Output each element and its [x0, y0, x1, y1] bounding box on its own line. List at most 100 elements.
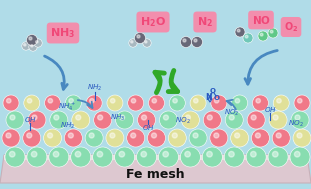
Circle shape	[29, 43, 37, 51]
Circle shape	[246, 147, 266, 167]
Circle shape	[229, 151, 234, 157]
Circle shape	[131, 41, 133, 43]
Circle shape	[202, 147, 222, 167]
Circle shape	[163, 115, 169, 120]
Circle shape	[71, 147, 91, 167]
Circle shape	[5, 147, 25, 167]
Circle shape	[7, 98, 11, 103]
Circle shape	[273, 115, 278, 120]
Text: $\mathbf{H_2O}$: $\mathbf{H_2O}$	[140, 15, 166, 29]
Circle shape	[29, 37, 32, 40]
Circle shape	[6, 111, 24, 129]
Polygon shape	[4, 155, 307, 160]
Circle shape	[194, 39, 197, 42]
Circle shape	[268, 28, 278, 38]
Circle shape	[50, 111, 68, 129]
Circle shape	[270, 30, 273, 33]
Text: $\mathbf{O_2}$: $\mathbf{O_2}$	[284, 20, 298, 34]
Circle shape	[86, 95, 102, 111]
Circle shape	[237, 29, 240, 32]
Text: Fe mesh: Fe mesh	[126, 167, 184, 180]
Circle shape	[169, 95, 185, 111]
Circle shape	[137, 147, 156, 167]
Circle shape	[163, 151, 169, 157]
Circle shape	[34, 39, 42, 47]
Circle shape	[207, 151, 212, 157]
Circle shape	[273, 95, 289, 111]
Text: $OH$: $OH$	[24, 115, 36, 125]
Circle shape	[251, 151, 256, 157]
Circle shape	[245, 35, 248, 38]
Circle shape	[272, 129, 290, 147]
Circle shape	[159, 147, 179, 167]
Circle shape	[291, 111, 309, 129]
Circle shape	[190, 95, 206, 111]
Circle shape	[68, 133, 73, 138]
Text: O: O	[210, 88, 216, 94]
Circle shape	[137, 111, 156, 129]
Circle shape	[31, 45, 33, 47]
Circle shape	[22, 42, 30, 50]
Circle shape	[160, 111, 178, 129]
Circle shape	[72, 111, 90, 129]
Circle shape	[189, 129, 207, 147]
Circle shape	[141, 151, 146, 157]
Circle shape	[127, 129, 145, 147]
Circle shape	[232, 95, 248, 111]
Text: $NO_2$: $NO_2$	[224, 108, 240, 118]
Circle shape	[65, 95, 81, 111]
Circle shape	[168, 129, 186, 147]
Circle shape	[119, 151, 125, 157]
Circle shape	[247, 111, 265, 129]
Circle shape	[277, 98, 281, 103]
Circle shape	[180, 147, 200, 167]
Circle shape	[256, 98, 260, 103]
Circle shape	[235, 98, 240, 103]
Text: $NO_2$: $NO_2$	[288, 119, 304, 129]
Circle shape	[128, 95, 144, 111]
Circle shape	[235, 27, 245, 37]
Circle shape	[192, 36, 202, 47]
Circle shape	[297, 133, 302, 138]
Circle shape	[260, 33, 263, 36]
Circle shape	[69, 98, 73, 103]
Circle shape	[36, 41, 38, 43]
Circle shape	[3, 95, 19, 111]
Circle shape	[294, 95, 310, 111]
Circle shape	[142, 115, 146, 120]
Circle shape	[224, 147, 244, 167]
Circle shape	[258, 31, 268, 41]
Circle shape	[293, 129, 311, 147]
Circle shape	[110, 98, 115, 103]
Text: $NH_2$: $NH_2$	[60, 121, 76, 131]
Text: $\mathbf{N_2}$: $\mathbf{N_2}$	[197, 15, 213, 29]
Circle shape	[90, 98, 94, 103]
Circle shape	[243, 33, 253, 43]
Text: N: N	[206, 94, 212, 102]
Circle shape	[115, 147, 135, 167]
Circle shape	[26, 35, 38, 46]
Circle shape	[211, 95, 227, 111]
Text: $NO_2$: $NO_2$	[175, 116, 191, 126]
Circle shape	[131, 98, 136, 103]
Circle shape	[172, 133, 177, 138]
Circle shape	[251, 115, 256, 120]
Circle shape	[6, 133, 11, 138]
Circle shape	[129, 39, 137, 47]
Circle shape	[193, 133, 198, 138]
Circle shape	[180, 36, 192, 47]
Circle shape	[64, 129, 82, 147]
Circle shape	[48, 98, 53, 103]
Circle shape	[134, 33, 146, 43]
Circle shape	[231, 129, 248, 147]
Circle shape	[181, 111, 199, 129]
Circle shape	[148, 95, 165, 111]
Text: $OH$: $OH$	[142, 123, 155, 132]
Circle shape	[107, 95, 123, 111]
Text: $\mathbf{NO}$: $\mathbf{NO}$	[252, 14, 271, 26]
Circle shape	[298, 98, 302, 103]
Circle shape	[89, 133, 94, 138]
Circle shape	[290, 147, 310, 167]
Circle shape	[75, 151, 81, 157]
Circle shape	[185, 115, 190, 120]
